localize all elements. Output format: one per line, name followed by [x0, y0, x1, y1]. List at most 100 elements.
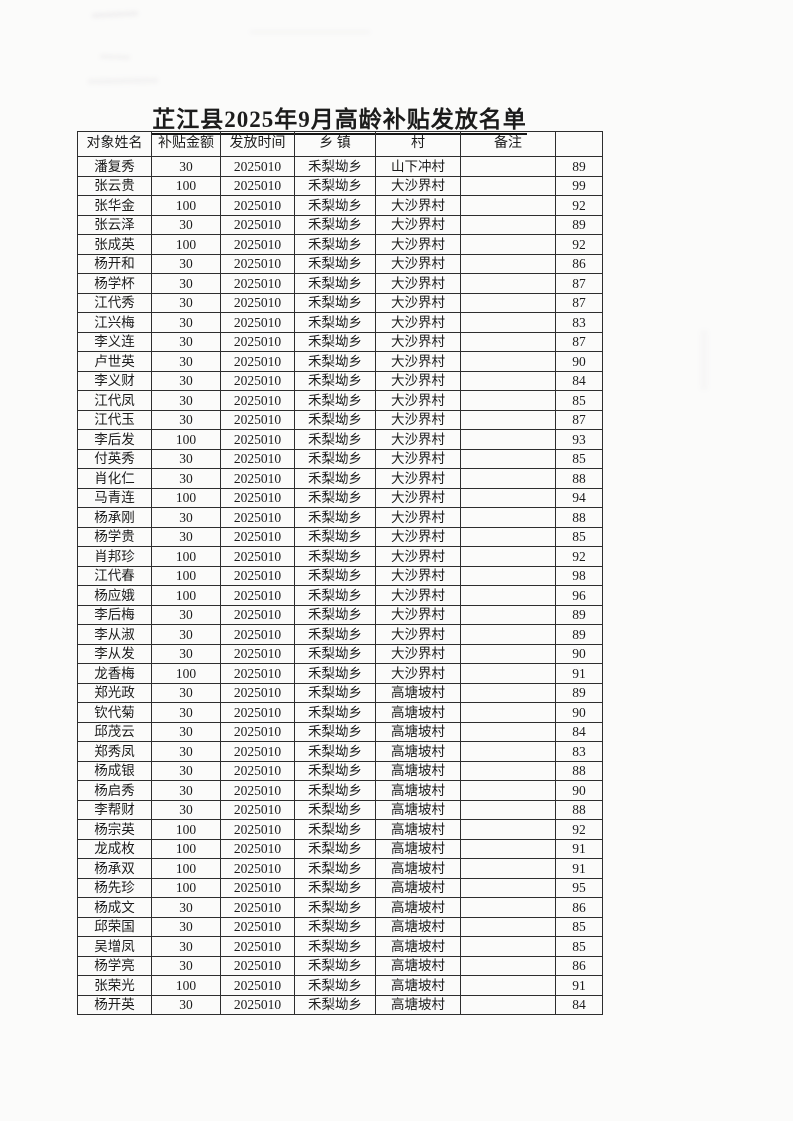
cell-name: 卢世英 — [77, 351, 152, 372]
cell-village: 高塘坡村 — [375, 897, 461, 918]
cell-name: 张云泽 — [77, 214, 152, 235]
table-row: 李从淑 30 2025010 禾梨坳乡 大沙界村 89 — [77, 624, 603, 645]
cell-name: 杨开和 — [77, 253, 152, 274]
cell-age: 92 — [555, 546, 603, 567]
cell-village: 大沙界村 — [375, 663, 461, 684]
cell-remark — [460, 214, 556, 235]
table-row: 肖化仁 30 2025010 禾梨坳乡 大沙界村 88 — [77, 468, 603, 489]
cell-amount: 30 — [151, 370, 221, 391]
cell-remark — [460, 897, 556, 918]
cell-remark — [460, 175, 556, 196]
table-row: 杨承刚 30 2025010 禾梨坳乡 大沙界村 88 — [77, 507, 603, 528]
cell-name: 张云贵 — [77, 175, 152, 196]
cell-township: 禾梨坳乡 — [294, 916, 376, 937]
table-row: 潘复秀 30 2025010 禾梨坳乡 山下冲村 89 — [77, 156, 603, 177]
cell-township: 禾梨坳乡 — [294, 682, 376, 703]
cell-village: 高塘坡村 — [375, 819, 461, 840]
cell-age: 84 — [555, 721, 603, 742]
cell-name: 杨学亮 — [77, 955, 152, 976]
cell-age: 86 — [555, 897, 603, 918]
cell-date: 2025010 — [220, 331, 295, 352]
cell-name: 杨成文 — [77, 897, 152, 918]
cell-age: 90 — [555, 351, 603, 372]
cell-township: 禾梨坳乡 — [294, 448, 376, 469]
cell-township: 禾梨坳乡 — [294, 702, 376, 723]
table-row: 李义连 30 2025010 禾梨坳乡 大沙界村 87 — [77, 331, 603, 352]
cell-date: 2025010 — [220, 253, 295, 274]
cell-village: 高塘坡村 — [375, 955, 461, 976]
table-row: 钦代菊 30 2025010 禾梨坳乡 高塘坡村 90 — [77, 702, 603, 723]
cell-name: 杨先珍 — [77, 877, 152, 898]
cell-remark — [460, 799, 556, 820]
cell-name: 江兴梅 — [77, 312, 152, 333]
table-row: 李后发 100 2025010 禾梨坳乡 大沙界村 93 — [77, 429, 603, 450]
cell-remark — [460, 195, 556, 216]
table-row: 杨承双 100 2025010 禾梨坳乡 高塘坡村 91 — [77, 858, 603, 879]
cell-name: 江代秀 — [77, 292, 152, 313]
cell-village: 大沙界村 — [375, 643, 461, 664]
cell-age: 92 — [555, 195, 603, 216]
cell-village: 大沙界村 — [375, 351, 461, 372]
cell-name: 杨应娥 — [77, 585, 152, 606]
cell-date: 2025010 — [220, 565, 295, 586]
cell-date: 2025010 — [220, 604, 295, 625]
cell-village: 大沙界村 — [375, 312, 461, 333]
cell-age: 90 — [555, 780, 603, 801]
cell-village: 大沙界村 — [375, 331, 461, 352]
cell-age: 87 — [555, 292, 603, 313]
table-row: 张云泽 30 2025010 禾梨坳乡 大沙界村 89 — [77, 214, 603, 235]
cell-date: 2025010 — [220, 780, 295, 801]
cell-township: 禾梨坳乡 — [294, 331, 376, 352]
cell-remark — [460, 994, 556, 1015]
cell-amount: 30 — [151, 604, 221, 625]
table-row: 吴增凤 30 2025010 禾梨坳乡 高塘坡村 85 — [77, 936, 603, 957]
cell-date: 2025010 — [220, 858, 295, 879]
cell-township: 禾梨坳乡 — [294, 721, 376, 742]
cell-remark — [460, 585, 556, 606]
cell-date: 2025010 — [220, 273, 295, 294]
cell-date: 2025010 — [220, 916, 295, 937]
cell-age: 83 — [555, 312, 603, 333]
cell-name: 杨学贵 — [77, 526, 152, 547]
cell-age: 84 — [555, 994, 603, 1015]
subsidy-table: 对象姓名 补贴金额 发放时间乡 镇村备注 潘复秀 30 2025010 禾梨坳乡 山下冲村 8… — [77, 131, 603, 1015]
cell-name: 李后发 — [77, 429, 152, 450]
cell-township: 禾梨坳乡 — [294, 858, 376, 879]
cell-township: 禾梨坳乡 — [294, 975, 376, 996]
cell-amount: 30 — [151, 643, 221, 664]
cell-date: 2025010 — [220, 585, 295, 606]
cell-date: 2025010 — [220, 312, 295, 333]
cell-age: 88 — [555, 507, 603, 528]
cell-amount: 30 — [151, 214, 221, 235]
cell-amount: 30 — [151, 526, 221, 547]
cell-remark — [460, 546, 556, 567]
cell-amount: 30 — [151, 312, 221, 333]
cell-age: 91 — [555, 838, 603, 859]
cell-date: 2025010 — [220, 897, 295, 918]
cell-village: 大沙界村 — [375, 546, 461, 567]
cell-township: 禾梨坳乡 — [294, 507, 376, 528]
cell-township: 禾梨坳乡 — [294, 955, 376, 976]
cell-township: 禾梨坳乡 — [294, 312, 376, 333]
cell-village: 大沙界村 — [375, 585, 461, 606]
cell-age: 88 — [555, 468, 603, 489]
cell-amount: 30 — [151, 936, 221, 957]
cell-township: 禾梨坳乡 — [294, 429, 376, 450]
cell-village: 大沙界村 — [375, 292, 461, 313]
table-row: 杨宗英 100 2025010 禾梨坳乡 高塘坡村 92 — [77, 819, 603, 840]
cell-remark — [460, 331, 556, 352]
cell-age: 87 — [555, 409, 603, 430]
cell-village: 大沙界村 — [375, 234, 461, 255]
cell-age: 89 — [555, 214, 603, 235]
cell-date: 2025010 — [220, 760, 295, 781]
cell-village: 高塘坡村 — [375, 702, 461, 723]
cell-township: 禾梨坳乡 — [294, 370, 376, 391]
cell-village: 大沙界村 — [375, 253, 461, 274]
cell-age: 84 — [555, 370, 603, 391]
scan-artifact — [250, 30, 370, 34]
cell-age: 83 — [555, 741, 603, 762]
cell-village: 大沙界村 — [375, 448, 461, 469]
cell-remark — [460, 448, 556, 469]
cell-township: 禾梨坳乡 — [294, 897, 376, 918]
cell-remark — [460, 936, 556, 957]
